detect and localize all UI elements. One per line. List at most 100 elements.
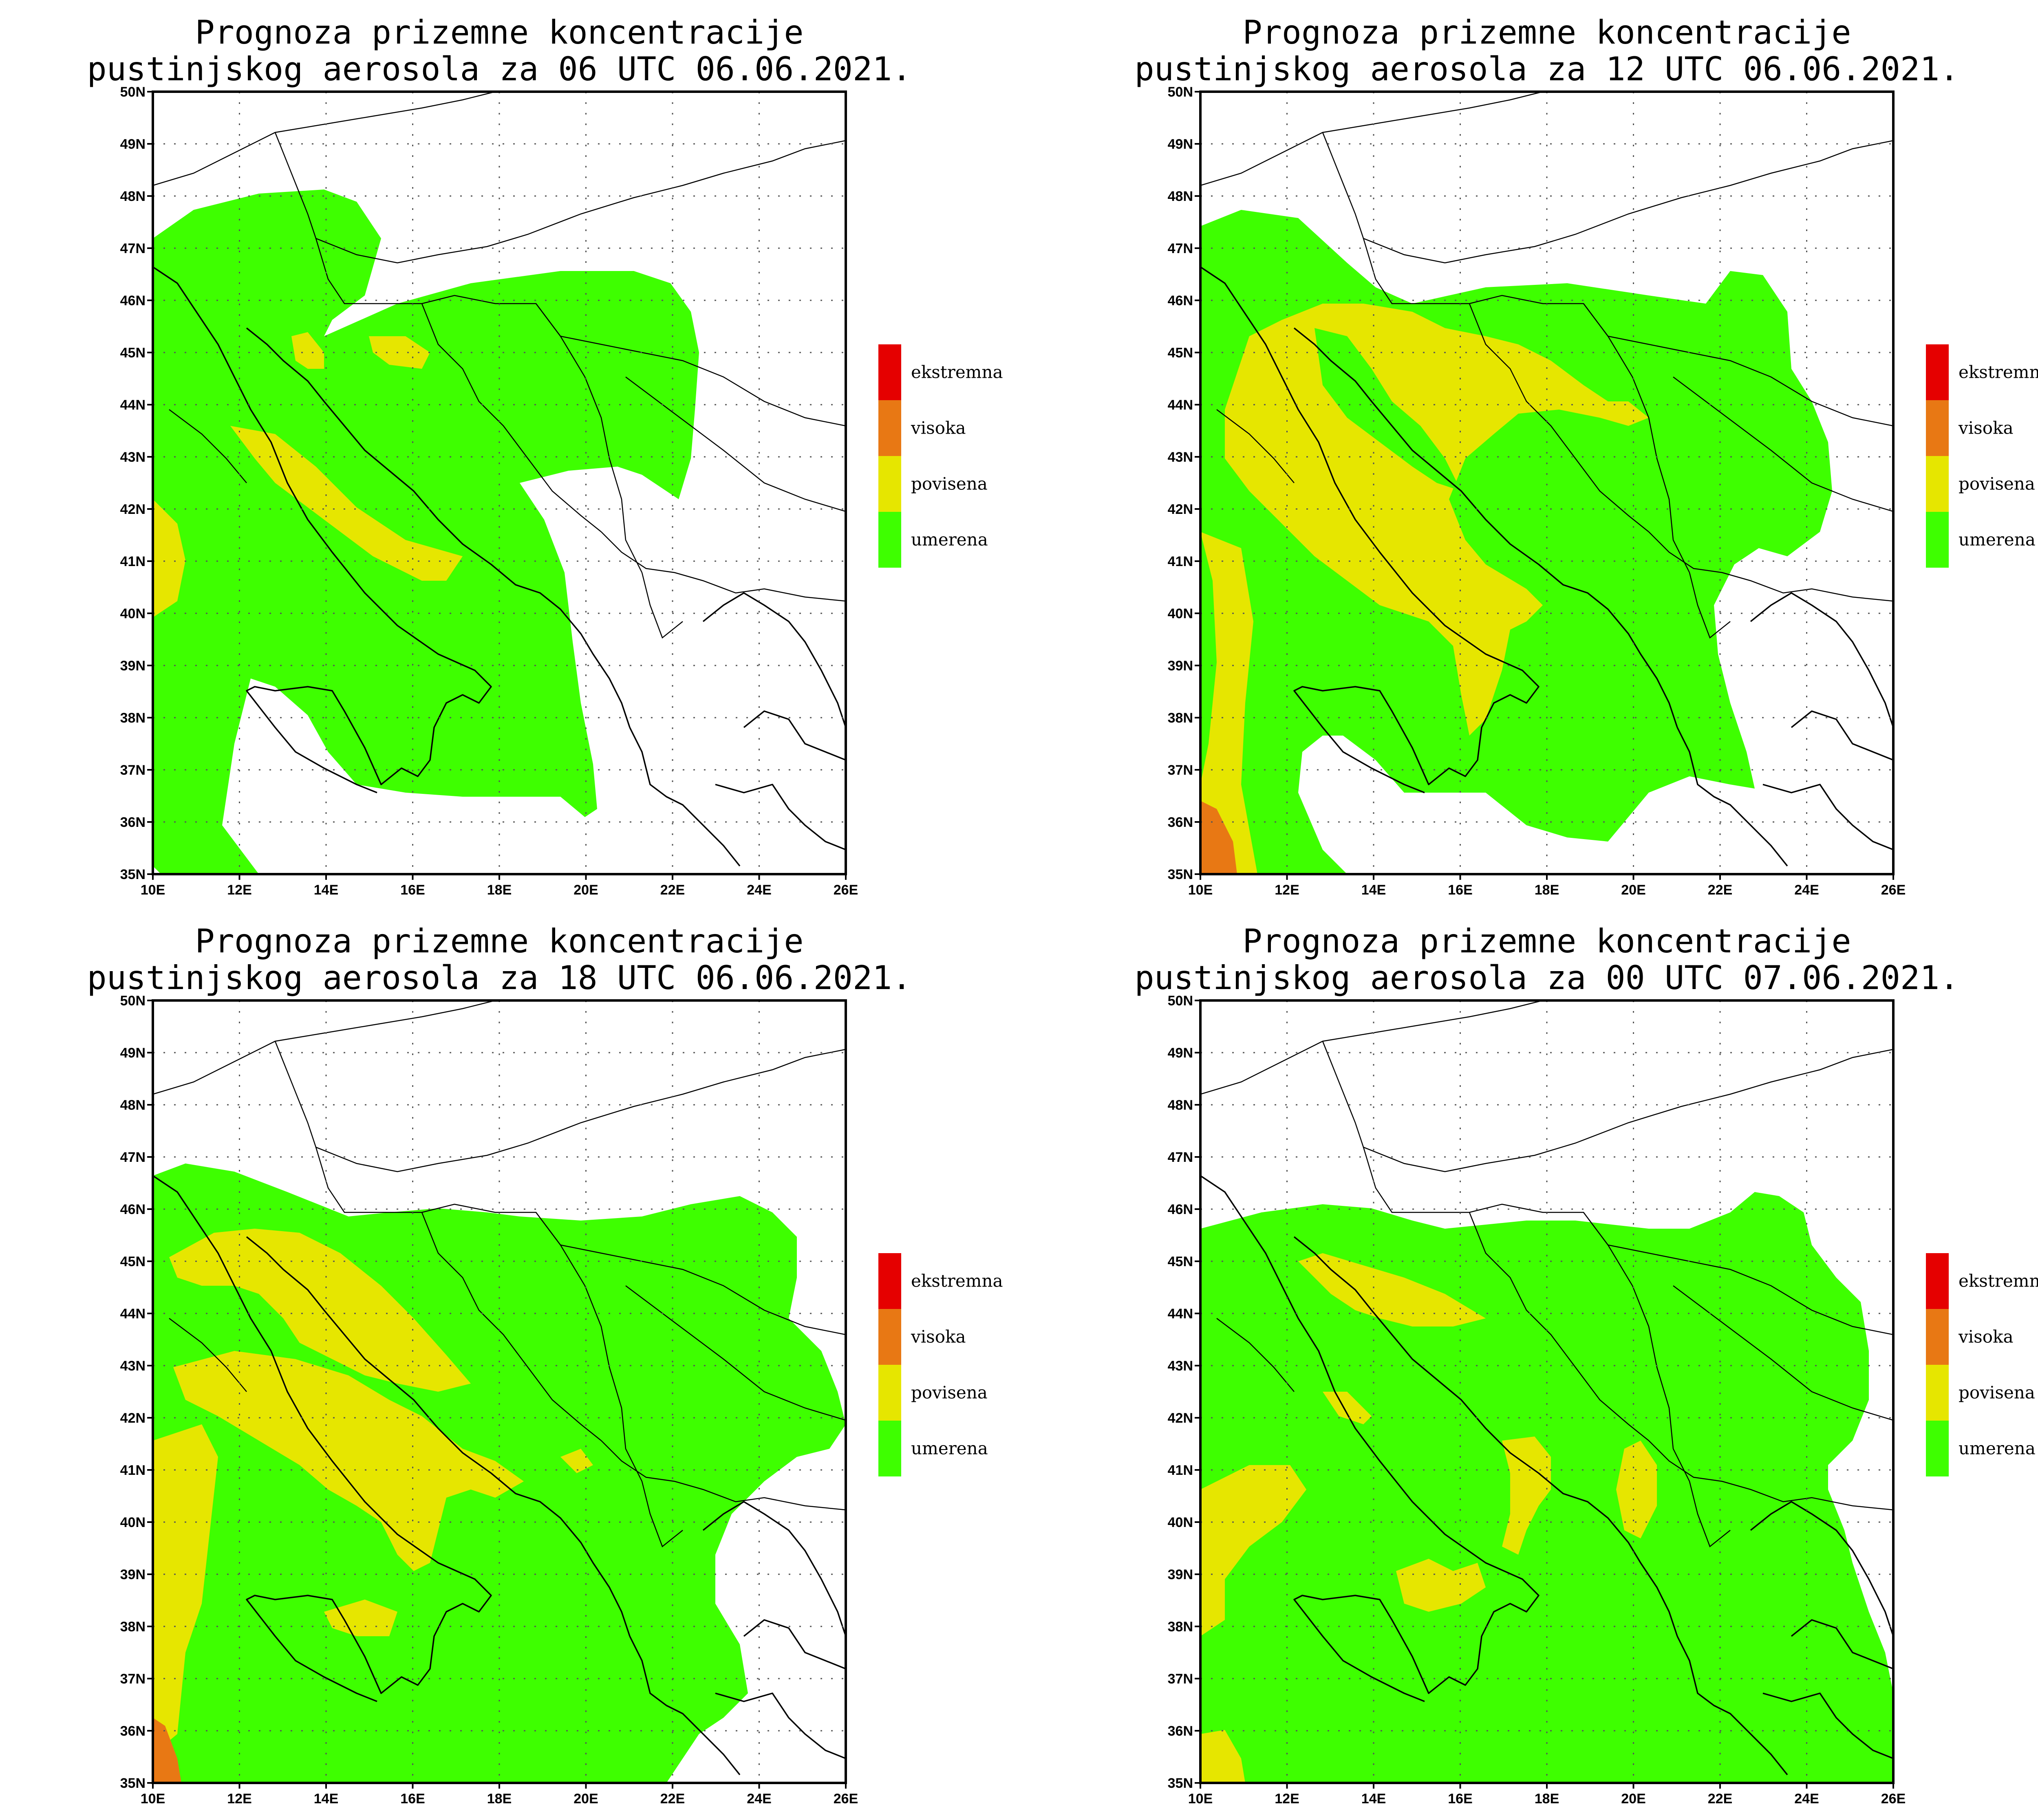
lon-tick-label: 14E (1361, 882, 1386, 898)
lat-tick-label: 42N (1168, 1410, 1193, 1426)
lon-tick-label: 14E (314, 882, 339, 898)
lat-tick-label: 42N (1168, 502, 1193, 517)
legend-label-ekstremna: ekstremna (1959, 362, 2038, 382)
panel-title-line2: pustinjskog aerosola za 06 UTC 06.06.202… (87, 50, 912, 88)
lat-tick-label: 49N (120, 137, 146, 152)
panel-title-line2: pustinjskog aerosola za 12 UTC 06.06.202… (1135, 50, 1959, 88)
lat-tick-label: 35N (1168, 867, 1193, 882)
lat-tick-label: 39N (120, 658, 146, 674)
lon-tick-label: 16E (1448, 882, 1473, 898)
legend-swatch-umerena (1926, 512, 1949, 568)
lon-tick-label: 10E (141, 1791, 165, 1807)
legend-swatch-ekstremna (1926, 1253, 1949, 1309)
lon-tick-label: 18E (487, 882, 512, 898)
legend-swatch-povisena (1926, 456, 1949, 512)
region-povisena (1323, 1392, 1372, 1424)
lat-tick-label: 36N (1168, 815, 1193, 830)
lat-tick-label: 50N (120, 993, 146, 1009)
lat-tick-label: 45N (120, 1254, 146, 1269)
panel-title-line1: Prognoza prizemne koncentracije (195, 13, 803, 51)
lat-tick-label: 43N (1168, 449, 1193, 465)
lat-tick-label: 38N (120, 710, 146, 726)
lon-tick-label: 10E (141, 882, 165, 898)
panel-title-line2: pustinjskog aerosola za 00 UTC 07.06.202… (1135, 959, 1959, 997)
lon-tick-label: 22E (660, 882, 685, 898)
legend-swatch-umerena (1926, 1421, 1949, 1476)
legend-label-povisena: povisena (911, 474, 988, 494)
lon-tick-label: 22E (660, 1791, 685, 1807)
region-povisena (1502, 1437, 1551, 1555)
lat-tick-label: 45N (1168, 1254, 1193, 1269)
legend-label-povisena: povisena (1959, 474, 2035, 494)
lat-tick-label: 39N (1168, 658, 1193, 674)
lat-tick-label: 46N (120, 1202, 146, 1217)
lon-tick-label: 12E (1275, 1791, 1299, 1807)
region-povisena (291, 332, 324, 369)
lon-tick-label: 24E (747, 1791, 772, 1807)
panel-title-line1: Prognoza prizemne koncentracije (1242, 922, 1851, 960)
lat-tick-label: 47N (1168, 241, 1193, 256)
lat-tick-label: 46N (1168, 1202, 1193, 1217)
lat-tick-label: 50N (1168, 84, 1193, 100)
legend-swatch-ekstremna (878, 1253, 901, 1309)
lat-tick-label: 36N (1168, 1723, 1193, 1739)
lat-tick-label: 50N (1168, 993, 1193, 1009)
lat-tick-label: 42N (120, 502, 146, 517)
legend-label-povisena: povisena (1959, 1383, 2035, 1403)
forecast-panel-1: Prognoza prizemne koncentracijepustinjsk… (1135, 13, 2038, 898)
lat-tick-label: 37N (1168, 1671, 1193, 1687)
lat-tick-label: 39N (120, 1567, 146, 1582)
region-povisena (1225, 304, 1649, 736)
lat-tick-label: 40N (120, 1515, 146, 1530)
panel-title-line1: Prognoza prizemne koncentracije (1242, 13, 1851, 51)
legend-label-ekstremna: ekstremna (911, 1271, 1003, 1291)
lon-tick-label: 16E (400, 1791, 425, 1807)
lat-tick-label: 42N (120, 1410, 146, 1426)
legend-swatch-povisena (878, 456, 901, 512)
legend-label-umerena: umerena (911, 1439, 988, 1459)
legend-label-visoka: visoka (1958, 418, 2014, 438)
region-umerena (153, 189, 699, 874)
lat-tick-label: 40N (120, 606, 146, 621)
legend-label-ekstremna: ekstremna (1959, 1271, 2038, 1291)
lat-tick-label: 35N (120, 867, 146, 882)
lat-tick-label: 44N (1168, 1306, 1193, 1322)
lat-tick-label: 40N (1168, 606, 1193, 621)
lon-tick-label: 22E (1708, 882, 1733, 898)
legend-swatch-umerena (878, 1421, 901, 1476)
lat-tick-label: 37N (120, 1671, 146, 1687)
lat-tick-label: 45N (120, 345, 146, 361)
legend-label-visoka: visoka (1958, 1327, 2014, 1347)
region-povisena (1616, 1441, 1657, 1538)
lat-tick-label: 47N (1168, 1150, 1193, 1165)
lat-tick-label: 40N (1168, 1515, 1193, 1530)
legend-swatch-visoka (878, 400, 901, 456)
region-umerena (1200, 210, 1832, 874)
region-povisena (369, 336, 430, 369)
lon-tick-label: 20E (573, 1791, 598, 1807)
legend-swatch-umerena (878, 512, 901, 568)
lon-tick-label: 24E (747, 882, 772, 898)
region-visoka (1200, 801, 1237, 874)
region-umerena (1200, 532, 1217, 784)
legend-label-umerena: umerena (1959, 530, 2036, 550)
lat-tick-label: 50N (120, 84, 146, 100)
forecast-panel-2: Prognoza prizemne koncentracijepustinjsk… (87, 922, 1003, 1807)
lat-tick-label: 47N (120, 241, 146, 256)
region-povisena (1396, 1559, 1486, 1612)
lon-tick-label: 14E (314, 1791, 339, 1807)
lat-tick-label: 36N (120, 1723, 146, 1739)
lon-tick-label: 12E (227, 1791, 252, 1807)
lon-tick-label: 26E (1881, 882, 1906, 898)
lon-tick-label: 24E (1794, 882, 1819, 898)
lat-tick-label: 46N (1168, 293, 1193, 308)
legend-label-visoka: visoka (911, 418, 966, 438)
legend-label-umerena: umerena (911, 530, 988, 550)
lat-tick-label: 44N (120, 397, 146, 413)
region-umerena (1315, 328, 1461, 491)
region-visoka (153, 1718, 181, 1783)
panel-title-line1: Prognoza prizemne koncentracije (195, 922, 803, 960)
legend-label-ekstremna: ekstremna (911, 362, 1003, 382)
lat-tick-label: 38N (1168, 710, 1193, 726)
